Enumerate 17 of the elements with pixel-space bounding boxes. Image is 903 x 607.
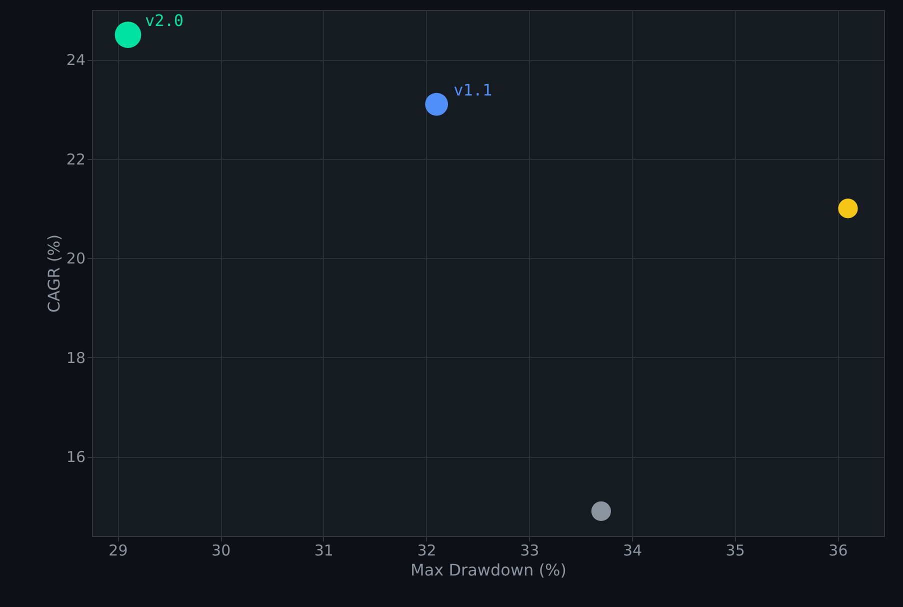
x-tick-label: 32 (417, 542, 436, 560)
series-label: v1.1 (454, 80, 492, 100)
y-tick-label: 16 (66, 448, 86, 466)
y-axis-title: CAGR (%) (44, 234, 64, 313)
x-axis-title: Max Drawdown (%) (410, 560, 566, 580)
x-tick-label: 36 (828, 542, 848, 560)
y-tick-label: 24 (66, 51, 86, 70)
x-tick-label: 34 (622, 542, 642, 560)
y-tick-label: 22 (66, 150, 86, 168)
y-tick-label: 18 (66, 348, 86, 367)
y-tick-label: 20 (66, 250, 86, 268)
series-label: v2.0 (145, 10, 184, 30)
x-tick-label: 31 (314, 542, 334, 560)
x-tick-label: 35 (726, 542, 745, 560)
x-tick-label: 33 (520, 542, 540, 560)
x-tick-label: 29 (108, 542, 128, 560)
x-tick-label: 30 (212, 542, 231, 560)
